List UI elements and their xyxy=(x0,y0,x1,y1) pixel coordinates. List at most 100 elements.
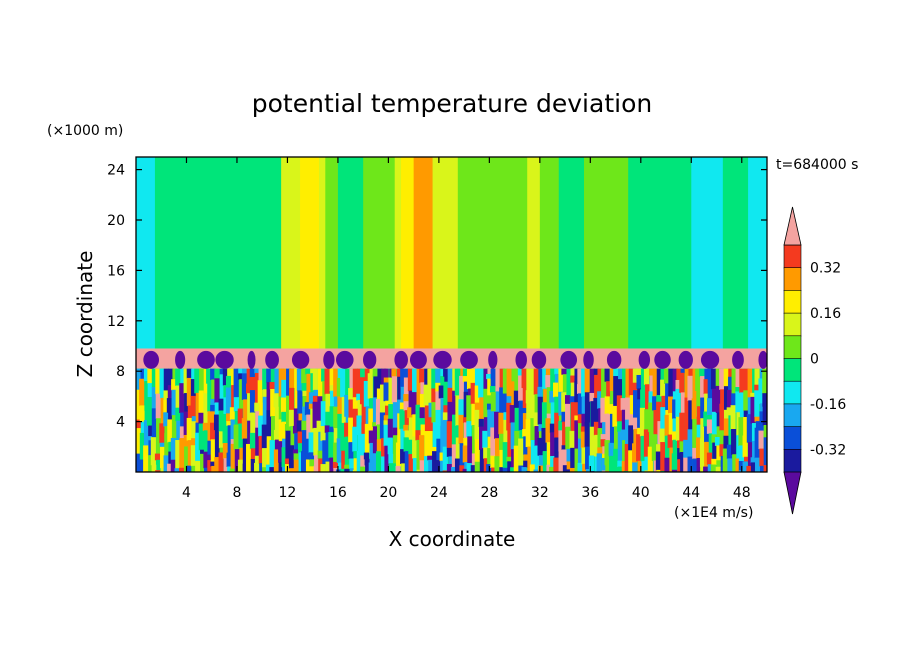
y-tick-label-12: 12 xyxy=(107,314,125,330)
cell-6-0 xyxy=(159,368,165,395)
cell-21-4 xyxy=(218,431,225,449)
cell-158-1 xyxy=(758,378,764,404)
cell-9-0 xyxy=(172,368,178,380)
cell-58-4 xyxy=(363,452,370,460)
cell-135-1 xyxy=(667,396,674,414)
cell-153-3 xyxy=(738,445,745,462)
cell-99-3 xyxy=(525,419,531,448)
cell-50-1 xyxy=(333,396,340,408)
cell-59-6 xyxy=(368,462,374,472)
cell-79-6 xyxy=(446,463,453,472)
cell-11-0 xyxy=(180,368,186,384)
cell-36-2 xyxy=(278,419,284,442)
cell-13-3 xyxy=(186,417,192,441)
colorbar-box-4 xyxy=(783,335,802,360)
cell-43-4 xyxy=(305,438,312,460)
cell-27-2 xyxy=(243,399,249,419)
cell-144-3 xyxy=(703,411,709,427)
cell-12-4 xyxy=(184,446,190,472)
cell-32-3 xyxy=(261,424,267,449)
cell-116-2 xyxy=(593,397,599,423)
cell-158-5 xyxy=(759,448,765,467)
cell-141-0 xyxy=(692,368,698,399)
cell-120-3 xyxy=(609,413,616,444)
plume-24 xyxy=(732,350,744,369)
cell-140-1 xyxy=(687,375,693,401)
cell-98-1 xyxy=(522,387,528,409)
cell-137-6 xyxy=(677,459,683,472)
cell-52-3 xyxy=(341,450,347,470)
cell-140-0 xyxy=(688,368,694,377)
cell-147-7 xyxy=(715,466,721,472)
cell-103-1 xyxy=(543,388,549,403)
cell-146-2 xyxy=(711,411,718,435)
cell-30-4 xyxy=(255,427,261,457)
upper-band-3 xyxy=(293,157,301,349)
cell-90-5 xyxy=(490,427,496,457)
cell-50-4 xyxy=(333,442,339,463)
cell-150-5 xyxy=(726,444,732,459)
cell-72-3 xyxy=(419,407,425,419)
cell-4-3 xyxy=(150,437,156,466)
x-axis-title: X coordinate xyxy=(389,527,516,551)
cell-104-4 xyxy=(545,418,551,443)
cell-39-1 xyxy=(289,387,295,411)
cell-95-3 xyxy=(510,422,516,450)
cell-69-3 xyxy=(408,417,414,441)
cell-57-6 xyxy=(360,466,366,472)
cell-100-3 xyxy=(530,440,536,465)
cell-92-1 xyxy=(499,387,505,414)
cell-108-3 xyxy=(561,411,567,423)
cell-40-1 xyxy=(294,387,300,409)
cell-112-5 xyxy=(577,438,584,464)
cell-52-0 xyxy=(340,368,346,398)
cell-75-1 xyxy=(431,388,437,403)
cell-89-0 xyxy=(487,368,493,375)
cell-123-2 xyxy=(621,409,627,431)
cell-18-4 xyxy=(207,454,213,461)
cell-19-2 xyxy=(210,398,216,406)
cell-149-0 xyxy=(723,368,729,387)
cell-82-4 xyxy=(459,443,465,466)
cell-109-6 xyxy=(565,469,571,472)
cell-96-2 xyxy=(514,407,520,432)
cell-42-6 xyxy=(301,430,308,452)
cell-121-0 xyxy=(613,368,619,377)
cell-108-0 xyxy=(561,368,567,375)
cell-98-2 xyxy=(521,408,527,414)
colorbar-top-extension xyxy=(783,206,802,246)
cell-28-4 xyxy=(246,443,252,472)
cell-57-4 xyxy=(359,433,366,456)
cell-36-5 xyxy=(278,462,284,472)
cell-129-2 xyxy=(644,409,650,430)
cell-127-5 xyxy=(636,434,642,462)
cell-83-3 xyxy=(463,391,469,418)
cell-109-3 xyxy=(565,426,571,450)
cell-98-8 xyxy=(521,467,527,472)
cell-29-3 xyxy=(250,412,256,434)
cell-153-1 xyxy=(739,392,746,418)
cell-36-3 xyxy=(277,441,284,446)
x-tick-label-28: 28 xyxy=(480,485,498,501)
colorbar-box-5 xyxy=(783,358,802,382)
cell-48-1 xyxy=(325,393,331,413)
cell-78-3 xyxy=(443,405,449,413)
cell-22-4 xyxy=(222,442,229,459)
cell-104-1 xyxy=(545,375,551,388)
cell-90-3 xyxy=(490,411,497,417)
cell-24-5 xyxy=(230,443,236,470)
cell-28-3 xyxy=(247,420,253,445)
cell-144-0 xyxy=(704,368,710,380)
upper-band-19 xyxy=(609,157,629,349)
cell-102-5 xyxy=(537,437,543,456)
cell-9-3 xyxy=(171,415,178,439)
cell-61-0 xyxy=(377,368,383,390)
cell-28-0 xyxy=(246,368,252,384)
cell-5-1 xyxy=(155,393,161,419)
cell-59-0 xyxy=(369,368,375,374)
cell-0-1 xyxy=(136,389,142,421)
cell-150-6 xyxy=(727,458,733,472)
cell-19-3 xyxy=(210,404,216,412)
cell-79-1 xyxy=(447,387,453,403)
cell-16-1 xyxy=(198,390,204,414)
